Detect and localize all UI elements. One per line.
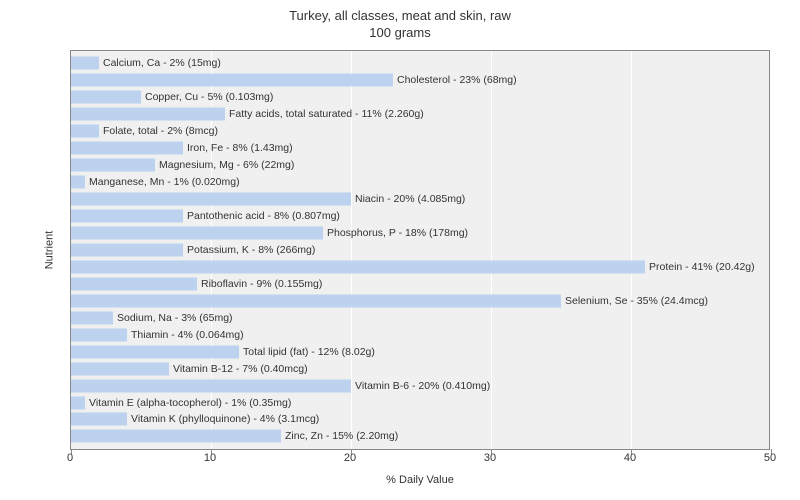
nutrient-bar [71, 396, 85, 409]
bar-row: Calcium, Ca - 2% (15mg) [71, 56, 769, 70]
bar-row: Niacin - 20% (4.085mg) [71, 192, 769, 206]
bar-row: Cholesterol - 23% (68mg) [71, 73, 769, 87]
nutrient-bar-label: Copper, Cu - 5% (0.103mg) [145, 91, 273, 103]
nutrient-bar-label: Iron, Fe - 8% (1.43mg) [187, 142, 293, 154]
bar-row: Copper, Cu - 5% (0.103mg) [71, 90, 769, 104]
nutrient-bar [71, 413, 127, 426]
nutrient-bar-label: Calcium, Ca - 2% (15mg) [103, 57, 221, 69]
nutrient-bar-label: Zinc, Zn - 15% (2.20mg) [285, 430, 398, 442]
nutrient-bar-label: Thiamin - 4% (0.064mg) [131, 329, 244, 341]
bar-row: Total lipid (fat) - 12% (8.02g) [71, 345, 769, 359]
nutrient-bar-label: Protein - 41% (20.42g) [649, 261, 755, 273]
nutrient-bar [71, 328, 127, 341]
nutrient-bar-label: Vitamin B-6 - 20% (0.410mg) [355, 380, 490, 392]
bar-row: Vitamin K (phylloquinone) - 4% (3.1mcg) [71, 412, 769, 426]
bar-row: Magnesium, Mg - 6% (22mg) [71, 158, 769, 172]
bar-row: Riboflavin - 9% (0.155mg) [71, 277, 769, 291]
nutrient-bar-label: Cholesterol - 23% (68mg) [397, 74, 517, 86]
nutrient-bar [71, 311, 113, 324]
nutrient-bar-label: Potassium, K - 8% (266mg) [187, 244, 315, 256]
nutrient-bar-label: Total lipid (fat) - 12% (8.02g) [243, 346, 375, 358]
x-tick-label: 0 [67, 452, 73, 464]
nutrient-chart: Turkey, all classes, meat and skin, raw … [0, 0, 800, 500]
nutrient-bar [71, 125, 99, 138]
bar-row: Manganese, Mn - 1% (0.020mg) [71, 175, 769, 189]
x-tick-label: 30 [484, 452, 496, 464]
nutrient-bar [71, 227, 323, 240]
x-tick-label: 20 [344, 452, 356, 464]
nutrient-bar-label: Phosphorus, P - 18% (178mg) [327, 227, 468, 239]
nutrient-bar [71, 345, 239, 358]
x-tick-label: 10 [204, 452, 216, 464]
bar-row: Folate, total - 2% (8mcg) [71, 124, 769, 138]
nutrient-bar-label: Vitamin B-12 - 7% (0.40mcg) [173, 363, 308, 375]
bar-row: Fatty acids, total saturated - 11% (2.26… [71, 107, 769, 121]
nutrient-bar [71, 277, 197, 290]
nutrient-bar [71, 176, 85, 189]
nutrient-bar [71, 159, 155, 172]
nutrient-bar [71, 260, 645, 273]
nutrient-bar-label: Magnesium, Mg - 6% (22mg) [159, 159, 294, 171]
nutrient-bar [71, 91, 141, 104]
nutrient-bar-label: Pantothenic acid - 8% (0.807mg) [187, 210, 340, 222]
bar-row: Protein - 41% (20.42g) [71, 260, 769, 274]
nutrient-bar [71, 210, 183, 223]
title-line-1: Turkey, all classes, meat and skin, raw [289, 8, 511, 23]
nutrient-bar [71, 142, 183, 155]
nutrient-bar-label: Riboflavin - 9% (0.155mg) [201, 278, 322, 290]
bar-row: Selenium, Se - 35% (24.4mcg) [71, 294, 769, 308]
bar-row: Vitamin B-6 - 20% (0.410mg) [71, 379, 769, 393]
chart-title: Turkey, all classes, meat and skin, raw … [0, 0, 800, 42]
nutrient-bar [71, 362, 169, 375]
nutrient-bar-label: Folate, total - 2% (8mcg) [103, 125, 218, 137]
plot-area: Calcium, Ca - 2% (15mg) Cholesterol - 23%… [70, 50, 770, 450]
x-axis-label: % Daily Value [386, 474, 454, 486]
nutrient-bar [71, 108, 225, 121]
nutrient-bar-label: Sodium, Na - 3% (65mg) [117, 312, 233, 324]
y-axis-label: Nutrient [43, 231, 55, 270]
x-tick-label: 50 [764, 452, 776, 464]
bar-row: Thiamin - 4% (0.064mg) [71, 328, 769, 342]
nutrient-bar-label: Fatty acids, total saturated - 11% (2.26… [229, 108, 424, 120]
nutrient-bar [71, 74, 393, 87]
nutrient-bar [71, 193, 351, 206]
nutrient-bar-label: Manganese, Mn - 1% (0.020mg) [89, 176, 240, 188]
nutrient-bar-label: Selenium, Se - 35% (24.4mcg) [565, 295, 708, 307]
x-tick-label: 40 [624, 452, 636, 464]
plot-wrapper: Calcium, Ca - 2% (15mg) Cholesterol - 23%… [70, 50, 770, 450]
bar-row: Pantothenic acid - 8% (0.807mg) [71, 209, 769, 223]
bars-container: Calcium, Ca - 2% (15mg) Cholesterol - 23%… [71, 51, 769, 449]
bar-row: Sodium, Na - 3% (65mg) [71, 311, 769, 325]
bar-row: Phosphorus, P - 18% (178mg) [71, 226, 769, 240]
bar-row: Iron, Fe - 8% (1.43mg) [71, 141, 769, 155]
nutrient-bar [71, 430, 281, 443]
nutrient-bar-label: Vitamin E (alpha-tocopherol) - 1% (0.35m… [89, 397, 291, 409]
nutrient-bar [71, 243, 183, 256]
nutrient-bar [71, 57, 99, 70]
bar-row: Vitamin B-12 - 7% (0.40mcg) [71, 362, 769, 376]
title-line-2: 100 grams [369, 25, 430, 40]
bar-row: Zinc, Zn - 15% (2.20mg) [71, 429, 769, 443]
nutrient-bar-label: Vitamin K (phylloquinone) - 4% (3.1mcg) [131, 413, 319, 425]
bar-row: Potassium, K - 8% (266mg) [71, 243, 769, 257]
nutrient-bar-label: Niacin - 20% (4.085mg) [355, 193, 465, 205]
nutrient-bar [71, 379, 351, 392]
nutrient-bar [71, 294, 561, 307]
x-tick-labels: 01020304050 [70, 452, 770, 468]
bar-row: Vitamin E (alpha-tocopherol) - 1% (0.35m… [71, 396, 769, 410]
